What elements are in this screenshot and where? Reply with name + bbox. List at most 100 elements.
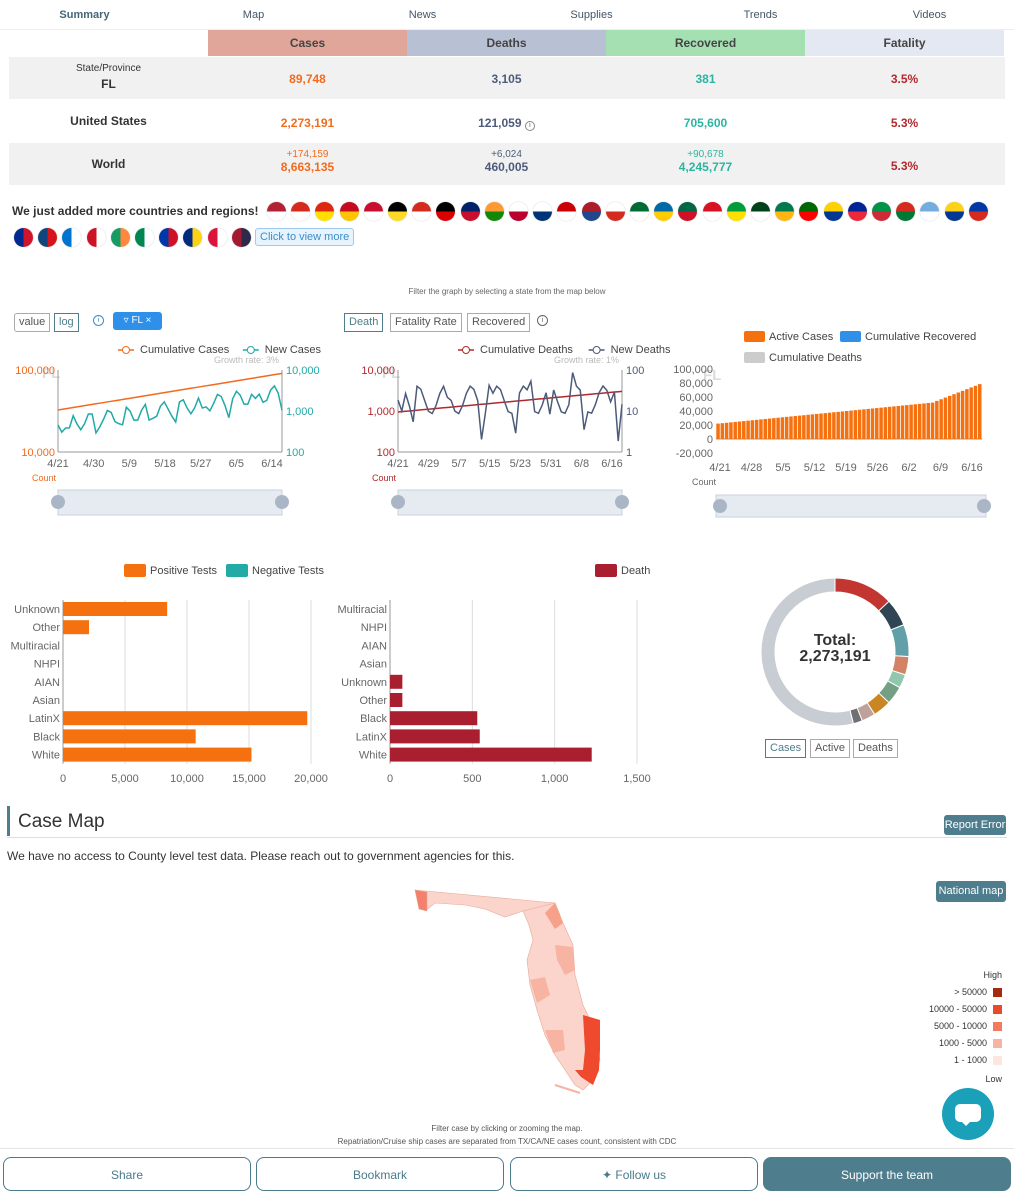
stats-row-fl[interactable]: State/Province FL 89,748 3,105 381 3.5% [9,57,1005,99]
country-flag-icon[interactable] [968,202,988,221]
info-icon[interactable]: i [537,315,548,326]
country-flag-icon[interactable] [460,202,480,221]
country-flag-icon[interactable] [231,228,251,247]
header-cases[interactable]: Cases [208,30,407,56]
map-broward[interactable] [583,1050,600,1070]
country-flag-icon[interactable] [86,228,106,247]
country-flag-icon[interactable] [436,202,456,221]
legend-item[interactable]: 5000 - 10000 [934,1021,1002,1032]
map-tampa[interactable] [530,977,550,1003]
country-flag-icon[interactable] [581,202,601,221]
florida-map[interactable] [405,885,620,1100]
map-west-county[interactable] [414,889,428,912]
country-flag-icon[interactable] [484,202,504,221]
country-flag-icon[interactable] [533,202,553,221]
country-flag-icon[interactable] [654,202,674,221]
bar [742,421,746,439]
race-deaths-bar-chart[interactable]: Death 0 500 1,000 1,500 Multiracial NHPI AIAN As… [330,560,670,785]
map-orange-cluster[interactable] [545,903,563,929]
country-flag-icon[interactable] [799,202,819,221]
map-lee[interactable] [545,1030,565,1053]
nav-news[interactable]: News [408,9,437,21]
donut-tab-cases[interactable]: Cases [765,739,807,758]
country-flag-icon[interactable] [847,202,867,221]
country-flag-icon[interactable] [363,202,383,221]
info-icon[interactable]: i [524,121,535,131]
country-flag-icon[interactable] [944,202,964,221]
cases-line-chart[interactable]: Cumulative Cases New Cases FL Growth rate: … [0,335,340,525]
tab-death[interactable]: Death [344,313,384,332]
stats-row-us[interactable]: United States 2,273,191 121,059 i 705,60… [9,100,1005,142]
nav-map[interactable]: Map [242,9,265,21]
country-flag-icon[interactable] [823,202,843,221]
view-more-button[interactable]: Click to view more [255,228,355,246]
header-fatality[interactable]: Fatality [805,30,1004,56]
toggle-value[interactable]: value [14,313,51,332]
country-flag-icon[interactable] [207,228,227,247]
country-flag-icon[interactable] [726,202,746,221]
country-flag-icon[interactable] [509,202,528,221]
race-tests-bar-chart[interactable]: Positive Tests Negative Tests 0 5,000 10,000… [0,560,335,785]
us-label: United States [70,114,147,128]
active-bar-chart[interactable]: Active Cases Cumulative RecoveredCumulati… [670,325,1014,525]
country-flag-icon[interactable] [630,202,649,221]
country-flag-icon[interactable] [135,228,154,247]
country-flag-icon[interactable] [159,228,179,247]
country-flag-icon[interactable] [62,228,82,247]
tab-recovered[interactable]: Recovered [467,313,531,332]
country-flag-icon[interactable] [388,202,407,221]
national-map-button[interactable]: National map [936,881,1006,902]
legend-item[interactable]: 1 - 1000 [954,1055,1002,1066]
country-flag-icon[interactable] [775,202,795,221]
y-tick-label: Unknown [14,604,60,616]
country-flag-icon[interactable] [412,202,432,221]
bookmark-button[interactable]: Bookmark [256,1157,504,1191]
header-recovered[interactable]: Recovered [606,30,805,56]
support-button[interactable]: Support the team [763,1157,1011,1191]
country-flag-icon[interactable] [702,202,722,221]
map-palm-beach[interactable] [583,1015,600,1050]
map-peninsula[interactable] [522,902,601,1091]
nav-trends[interactable]: Trends [743,9,778,21]
country-flag-icon[interactable] [872,202,891,221]
country-flag-icon[interactable] [315,202,335,221]
tab-fatality-rate[interactable]: Fatality Rate [390,313,462,332]
nav-supplies[interactable]: Supplies [570,9,613,21]
country-flag-icon[interactable] [605,202,625,221]
country-flag-icon[interactable] [38,228,58,247]
country-flag-icon[interactable] [557,202,577,221]
country-flag-icon[interactable] [183,228,203,247]
filter-chip[interactable]: ▿ FL × [113,312,162,330]
map-miami-dade[interactable] [575,1070,599,1085]
header-deaths[interactable]: Deaths [407,30,606,56]
donut-tab-active[interactable]: Active [810,739,850,758]
stats-row-world[interactable]: World +174,159 8,663,135 +6,024 460,005 +9… [9,143,1005,185]
chat-button[interactable] [942,1088,994,1140]
follow-button[interactable]: ✦ Follow us [510,1157,758,1191]
toggle-log[interactable]: log [54,313,79,332]
map-keys[interactable] [554,1084,581,1094]
info-icon[interactable]: i [93,315,104,326]
nav-videos[interactable]: Videos [912,9,947,21]
country-flag-icon[interactable] [896,202,916,221]
legend-label: 1000 - 5000 [938,1038,987,1048]
country-flag-icon[interactable] [339,202,359,221]
country-flag-icon[interactable] [920,202,940,221]
legend-item[interactable]: 10000 - 50000 [929,1004,1002,1015]
deaths-line-chart[interactable]: Cumulative Deaths New Deaths FL Growth rate… [340,335,670,525]
country-flag-icon[interactable] [751,202,770,221]
legend-item[interactable]: 1000 - 5000 [938,1038,1002,1049]
map-central-counties[interactable] [555,945,575,975]
country-flag-icon[interactable] [267,202,286,221]
report-error-button[interactable]: Report Error [944,815,1006,835]
country-flag-icon[interactable] [678,202,698,221]
legend-item[interactable]: > 50000 [954,987,1002,998]
country-flag-icon[interactable] [110,228,130,247]
donut-tab-deaths[interactable]: Deaths [853,739,898,758]
country-flag-icon[interactable] [14,228,33,247]
cases-donut-chart[interactable] [755,572,915,732]
close-icon[interactable]: × [145,315,152,326]
nav-summary[interactable]: Summary [59,9,110,21]
share-button[interactable]: Share [3,1157,251,1191]
country-flag-icon[interactable] [291,202,311,221]
